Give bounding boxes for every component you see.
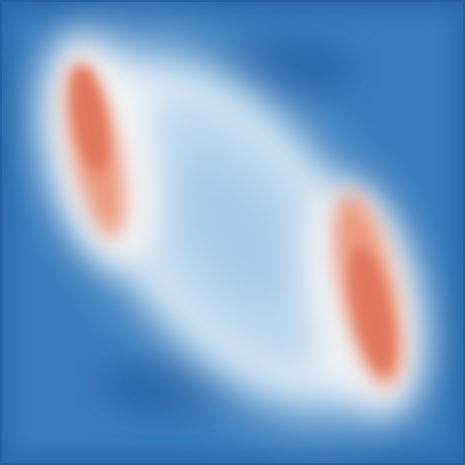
hot-core <box>71 65 109 175</box>
core <box>176 156 294 304</box>
hot-core <box>349 246 395 374</box>
